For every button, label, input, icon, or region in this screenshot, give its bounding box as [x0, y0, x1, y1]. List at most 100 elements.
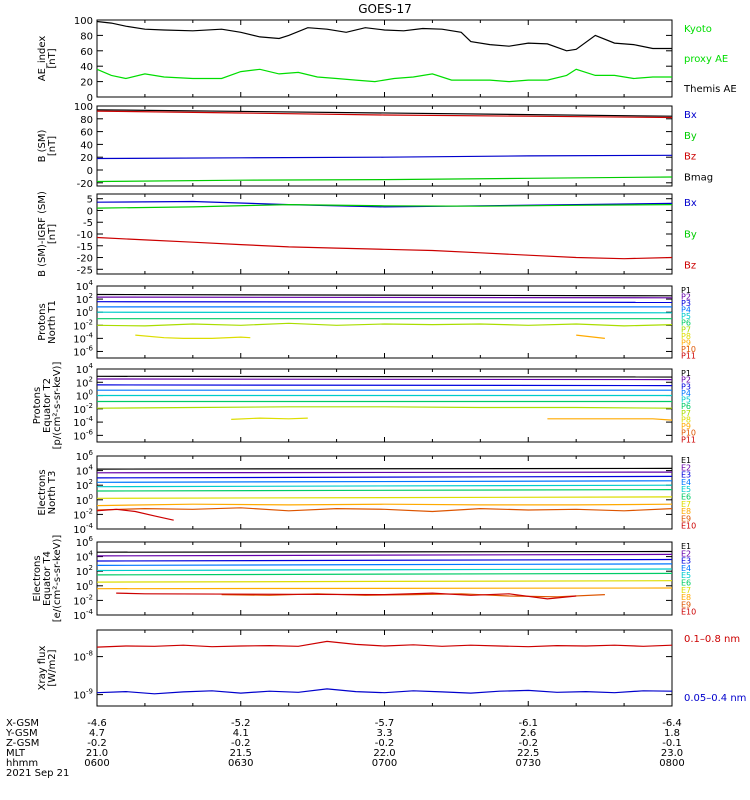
y-tick-label: 102: [76, 478, 93, 492]
y-axis-label: B (SM)-IGRF (SM): [37, 191, 48, 277]
series-line-p3: [96, 384, 673, 387]
legend-entry: E4: [681, 478, 691, 487]
series-line-p2: [96, 296, 673, 299]
ephemeris-value: -6.4: [662, 718, 682, 729]
legend-entry: Bz: [684, 261, 696, 272]
y-axis-label: AE_index: [37, 36, 48, 82]
legend-entry: E6: [681, 579, 691, 588]
legend-entry: E8: [681, 507, 691, 516]
series-line-themis-ae: [96, 20, 672, 52]
y-tick-label: 104: [76, 362, 94, 376]
y-tick-label: 10-4: [73, 608, 93, 622]
ephemeris-value: -4.6: [87, 718, 107, 729]
ephemeris-row-label: hhmm: [6, 758, 38, 769]
legend-entry: E5: [681, 571, 691, 580]
y-tick-label: 0: [87, 166, 93, 177]
series-line-e6: [96, 489, 673, 492]
legend-entry: P3: [681, 299, 691, 308]
series-line-by: [96, 176, 673, 183]
legend-entry: E10: [681, 608, 696, 617]
series-line-p9: [547, 418, 673, 421]
legend-entry: E1: [681, 542, 691, 551]
legend-entry: P9: [681, 338, 691, 347]
y-axis-label: Electrons: [32, 555, 43, 601]
legend-entry: 0.1–0.8 nm: [684, 634, 740, 645]
legend-entry: P3: [681, 382, 691, 391]
y-axis-label: [nT]: [47, 136, 58, 156]
legend-entry: P4: [681, 306, 691, 315]
y-tick-label: 60: [80, 128, 93, 139]
legend-entry: E2: [681, 549, 691, 558]
legend-entry: P11: [681, 351, 696, 360]
series-line-e3: [96, 558, 673, 562]
legend-entry: Themis AE: [683, 84, 737, 95]
series-line-p1: [96, 375, 673, 378]
y-tick-label: 10-2: [73, 318, 93, 332]
legend-entry: E7: [681, 586, 691, 595]
legend-entry: 0.05–0.4 nm: [684, 693, 746, 704]
y-tick-label: -15: [77, 242, 93, 253]
series-line-bz: [96, 110, 673, 119]
ephemeris-value: 21.5: [230, 748, 252, 759]
legend-entry: Bx: [684, 198, 697, 209]
y-tick-label: -10: [77, 230, 93, 241]
ephemeris-value: 4.7: [89, 728, 105, 739]
y-axis-label: [nT]: [47, 48, 58, 68]
series-line-e2: [96, 553, 673, 557]
series-line-p7: [96, 322, 673, 327]
y-tick-label: 80: [80, 115, 93, 126]
y-tick-label: -20: [77, 254, 93, 265]
ephemeris-value: -5.2: [231, 718, 251, 729]
y-tick-label: 104: [76, 279, 94, 293]
y-axis-label: [e/(cm²-s-sr-keV)]: [52, 535, 63, 623]
ephemeris-value: -0.2: [87, 738, 107, 749]
legend-entry: P7: [681, 409, 691, 418]
y-axis-label: [nT]: [47, 224, 58, 244]
series-line-e1: [96, 550, 673, 553]
ephemeris-row-label: MLT: [6, 748, 26, 759]
legend-entry: P10: [681, 345, 696, 354]
ephemeris-value: 4.1: [233, 728, 249, 739]
legend-entry: P8: [681, 415, 691, 424]
legend-entry: P6: [681, 319, 691, 328]
panel-frame: [96, 19, 673, 98]
y-tick-label: 0: [87, 93, 93, 104]
y-axis-label: North T3: [47, 471, 58, 515]
ephemeris-value: -0.2: [518, 738, 538, 749]
ephemeris-value: 23.0: [661, 748, 683, 759]
series-line-p8: [231, 417, 308, 420]
y-tick-label: 10-6: [73, 428, 93, 442]
series-line-0-1-0-8-nm: [96, 640, 673, 648]
y-tick-label: 5: [87, 195, 93, 206]
ephemeris-value: 0800: [659, 758, 684, 769]
y-tick-label: 10-2: [73, 402, 93, 416]
ephemeris-value: 3.3: [377, 728, 393, 739]
series-line-bmag: [96, 109, 673, 117]
legend-entry: E4: [681, 564, 691, 573]
legend-entry: By: [684, 229, 697, 240]
panel-frame: [96, 105, 673, 187]
y-tick-label: 10-6: [73, 344, 93, 358]
y-tick-label: 10-8: [73, 650, 93, 664]
legend-entry: P6: [681, 402, 691, 411]
y-axis-label: [W/m2]: [47, 649, 58, 686]
panel-frame: [96, 629, 673, 707]
ephemeris-value: -6.1: [518, 718, 538, 729]
ephemeris-value: -0.1: [662, 738, 682, 749]
legend-entry: P8: [681, 332, 691, 341]
legend-entry: P1: [681, 369, 691, 378]
series-line-p3: [96, 301, 673, 303]
y-tick-label: 60: [80, 47, 93, 58]
y-tick-label: 20: [80, 153, 93, 164]
legend-entry: E8: [681, 593, 691, 602]
series-line-e7: [96, 580, 673, 583]
series-line-e7: [96, 496, 673, 499]
ephemeris-value: 0730: [516, 758, 541, 769]
legend-entry: Kyoto: [684, 24, 712, 35]
y-axis-label: North T1: [47, 300, 58, 344]
ephemeris-value: 22.0: [373, 748, 395, 759]
panel-xray: 10-9 10-8 Xray flux [W/m2] 0.1–0.8 nm 0.05–0.…: [37, 629, 746, 707]
ephemeris-value: 0630: [228, 758, 253, 769]
